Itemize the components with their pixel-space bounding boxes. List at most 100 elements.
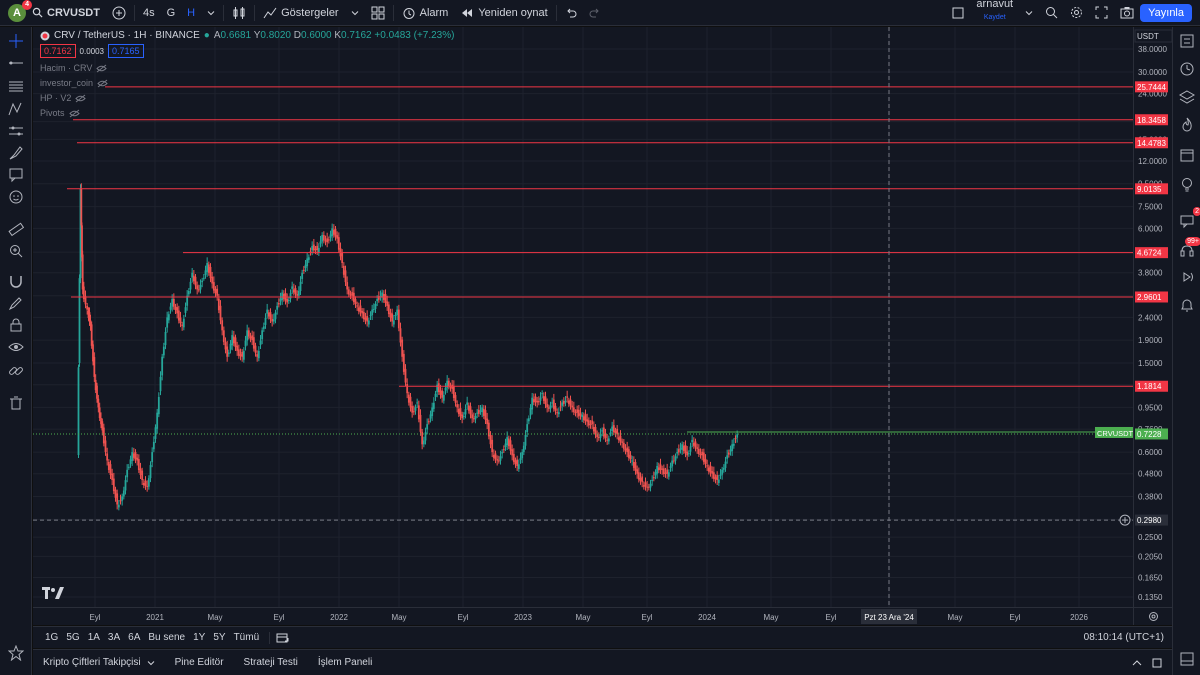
layers-icon[interactable] [1177,87,1197,107]
price-axis[interactable]: USDT38.000030.000024.000018.000015.00001… [1133,27,1172,607]
candle-body [389,312,392,318]
chat-icon[interactable]: 2 [1177,207,1200,231]
eye-hidden-icon[interactable] [96,64,108,73]
range-button[interactable]: Tümü [233,632,260,643]
replay-button[interactable]: Yeniden oynat [454,0,553,26]
crosshair-icon[interactable] [6,31,26,51]
forecast-icon[interactable] [6,121,26,141]
layout-dropdown[interactable] [1019,0,1039,26]
candle-body [344,270,347,283]
candle-body [296,294,299,296]
tab-trading-panel[interactable]: İşlem Paneli [317,657,373,668]
eye-hidden-icon[interactable] [75,94,87,103]
undo-button[interactable] [559,0,583,26]
fullscreen-button[interactable] [1089,0,1114,26]
indicator-row[interactable]: HP · V2 [40,93,454,103]
range-button[interactable]: 1Y [193,632,206,643]
candlestick-chart[interactable]: CRVUSDT [33,27,1133,607]
trash-icon[interactable] [6,393,26,413]
candle-body [399,328,402,343]
user-avatar[interactable]: A 4 [8,0,32,22]
symbol-search-button[interactable]: CRVUSDT [26,0,106,26]
panel-toggle-icon[interactable] [1177,649,1197,669]
interval-dropdown[interactable] [201,0,221,26]
streams-icon[interactable]: 99+ [1177,237,1200,261]
tab-strategy-tester[interactable]: Strateji Testi [243,657,298,668]
candle-body [637,472,640,480]
chart-type-button[interactable] [226,0,252,26]
settings-button[interactable] [1064,0,1089,26]
alert-button[interactable]: Alarm [396,0,455,26]
lock-pencil-icon[interactable] [6,293,26,313]
ideas-lightbulb-icon[interactable] [1177,175,1197,195]
buy-button[interactable]: 0.7165 [108,44,144,58]
currency-label[interactable]: USDT [1137,32,1159,41]
publish-button[interactable]: Yayınla [1140,3,1192,22]
sell-button[interactable]: 0.7162 [40,44,76,58]
ruler-icon[interactable] [6,219,26,239]
layout-name-button[interactable]: arnavut Kaydet [970,0,1019,26]
text-note-icon[interactable] [6,165,26,185]
indicator-row[interactable]: Pivots [40,108,454,118]
brush-icon[interactable] [6,143,26,163]
eye-icon[interactable] [6,337,26,357]
candle-body [89,320,92,326]
candle-body [481,407,484,413]
hotlist-flame-icon[interactable] [1177,115,1197,135]
interval-h[interactable]: H [181,0,201,26]
indicator-row[interactable]: investor_coin [40,78,454,88]
eye-hidden-icon[interactable] [97,79,108,88]
watchlist-icon[interactable] [1177,31,1197,51]
collapse-icon[interactable] [1132,658,1142,668]
calendar-icon[interactable] [1177,145,1197,165]
broadcast-icon[interactable] [1177,267,1197,287]
lock-icon[interactable] [6,315,26,335]
zoom-in-icon[interactable] [6,241,26,261]
range-button[interactable]: 6A [128,632,141,643]
legend-title[interactable]: CRV / TetherUS · 1H · BINANCE [54,30,200,41]
candle-body [421,431,424,445]
fib-icon[interactable] [6,77,26,97]
range-button[interactable]: 1G [45,632,59,643]
pattern-icon[interactable] [6,99,26,119]
range-button[interactable]: Bu sene [148,632,186,643]
snapshot-button[interactable] [1114,0,1140,26]
add-symbol-button[interactable] [106,0,132,26]
timezone-clock[interactable]: 08:10:14 (UTC+1) [1083,632,1164,643]
low-value: 0.6000 [300,30,332,41]
interval-g[interactable]: G [161,0,182,26]
chart-pane[interactable]: CRVUSDT [33,27,1133,607]
link-icon[interactable] [6,361,26,381]
indicator-row[interactable]: Hacim · CRV [40,63,454,73]
candle-body [477,409,480,414]
candle-body [606,439,609,441]
redo-button[interactable] [583,0,607,26]
maximize-icon[interactable] [1152,658,1162,668]
layout-button[interactable] [365,0,391,26]
level-price-text: 25.7444 [1137,83,1166,92]
indicators-dropdown[interactable] [345,0,365,26]
layout-checkbox[interactable] [946,0,970,26]
magnet-icon[interactable] [6,271,26,291]
axis-settings-button[interactable] [1133,607,1172,625]
currency-box[interactable] [1134,29,1172,43]
range-button[interactable]: 5Y [213,632,226,643]
range-button[interactable]: 3A [107,632,121,643]
notifications-bell-icon[interactable] [1177,295,1197,315]
candle-body [601,430,604,432]
eye-hidden-icon[interactable] [68,109,80,118]
range-button[interactable]: 1A [87,632,100,643]
emoji-icon[interactable] [6,187,26,207]
interval-4s[interactable]: 4s [137,0,161,26]
time-axis[interactable]: Eyl 2021 May Eyl 2022 May Eyl 2023 May Eyl 2024 May… [33,607,1133,625]
trend-line-icon[interactable] [6,53,26,73]
quick-search-button[interactable] [1039,0,1064,26]
goto-date-button[interactable] [276,632,289,644]
range-button[interactable]: 5G [66,632,80,643]
indicators-button[interactable]: Göstergeler [257,0,344,26]
star-icon[interactable] [6,643,26,663]
candle-body [726,455,729,459]
tab-crypto-pairs-screener[interactable]: Kripto Çiftleri Takipçisi [33,657,165,668]
tab-pine-editor[interactable]: Pine Editör [174,657,224,668]
alerts-clock-icon[interactable] [1177,59,1197,79]
